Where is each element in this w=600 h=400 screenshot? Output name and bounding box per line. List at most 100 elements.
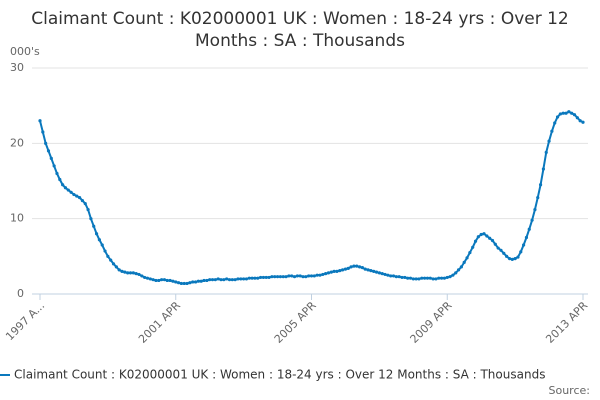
data-point bbox=[524, 235, 529, 240]
data-point bbox=[397, 275, 401, 279]
data-point bbox=[377, 271, 381, 275]
data-point bbox=[69, 190, 73, 194]
data-point bbox=[100, 243, 104, 247]
data-point bbox=[522, 243, 526, 247]
data-point bbox=[61, 183, 65, 187]
data-point bbox=[510, 257, 514, 261]
data-point bbox=[357, 265, 362, 269]
data-point bbox=[386, 273, 390, 277]
data-point bbox=[165, 278, 169, 283]
data-point bbox=[202, 278, 206, 283]
data-point bbox=[312, 274, 316, 278]
data-point bbox=[507, 256, 512, 261]
data-point bbox=[451, 273, 455, 277]
data-point bbox=[196, 279, 200, 283]
data-point bbox=[519, 250, 523, 254]
data-point bbox=[225, 277, 229, 281]
data-point bbox=[126, 271, 130, 275]
x-tick-label: 1997 A... bbox=[3, 299, 47, 343]
data-point bbox=[406, 276, 410, 280]
data-point bbox=[496, 246, 500, 250]
data-point bbox=[199, 279, 203, 283]
data-point bbox=[222, 278, 226, 282]
data-point bbox=[324, 272, 328, 276]
data-point bbox=[372, 269, 376, 273]
data-point bbox=[185, 281, 189, 286]
data-point bbox=[570, 111, 574, 115]
data-point bbox=[468, 250, 472, 255]
data-point bbox=[264, 275, 268, 280]
data-point bbox=[536, 195, 540, 200]
data-point bbox=[58, 177, 62, 182]
data-point bbox=[352, 264, 356, 268]
data-point bbox=[394, 275, 398, 279]
data-point bbox=[287, 274, 291, 278]
data-point bbox=[38, 119, 42, 123]
y-tick-label: 0 bbox=[17, 287, 24, 300]
data-point bbox=[439, 276, 444, 280]
data-point bbox=[553, 121, 557, 125]
data-point bbox=[349, 265, 353, 269]
data-point bbox=[106, 254, 110, 258]
data-point bbox=[374, 270, 379, 274]
data-point bbox=[360, 266, 365, 270]
data-point bbox=[123, 270, 127, 274]
data-point bbox=[216, 277, 220, 281]
data-point bbox=[547, 139, 551, 143]
data-point bbox=[482, 232, 486, 236]
data-point bbox=[550, 129, 554, 133]
data-point bbox=[111, 262, 116, 266]
data-point bbox=[89, 217, 93, 221]
data-point bbox=[538, 183, 543, 187]
data-point bbox=[244, 277, 249, 281]
data-point bbox=[499, 248, 503, 252]
data-point bbox=[434, 277, 438, 281]
data-point bbox=[456, 268, 461, 272]
data-point bbox=[411, 277, 415, 281]
data-point bbox=[75, 194, 79, 198]
data-point bbox=[564, 111, 568, 115]
data-point bbox=[80, 198, 85, 203]
data-point bbox=[278, 275, 282, 279]
data-point bbox=[205, 278, 209, 283]
data-point bbox=[188, 281, 192, 285]
data-point bbox=[578, 119, 582, 123]
data-point bbox=[465, 256, 469, 260]
data-point bbox=[253, 276, 257, 280]
data-point bbox=[530, 218, 534, 222]
data-point bbox=[213, 278, 217, 282]
data-point bbox=[137, 272, 141, 277]
data-point bbox=[533, 208, 537, 212]
data-point bbox=[83, 202, 87, 206]
data-point bbox=[391, 274, 396, 278]
data-point bbox=[157, 278, 161, 283]
data-point bbox=[109, 258, 113, 262]
data-point bbox=[335, 269, 339, 273]
data-point bbox=[389, 274, 393, 278]
data-point bbox=[230, 278, 234, 282]
data-point bbox=[488, 236, 492, 240]
data-point bbox=[321, 272, 325, 277]
data-point bbox=[366, 268, 370, 272]
data-point bbox=[442, 276, 447, 280]
data-point bbox=[502, 251, 506, 255]
data-point bbox=[179, 281, 184, 286]
data-point bbox=[168, 278, 172, 283]
data-point bbox=[414, 277, 418, 281]
data-point bbox=[437, 276, 441, 280]
data-point bbox=[561, 111, 565, 115]
data-point bbox=[154, 278, 158, 283]
data-point bbox=[46, 149, 51, 153]
data-point bbox=[145, 276, 150, 280]
data-point bbox=[326, 271, 331, 275]
data-point bbox=[479, 232, 483, 237]
data-point bbox=[219, 278, 223, 282]
data-point bbox=[193, 280, 198, 284]
data-point bbox=[493, 242, 497, 246]
data-point bbox=[567, 110, 571, 114]
data-point bbox=[120, 269, 124, 273]
series-line bbox=[39, 110, 584, 285]
data-point bbox=[227, 278, 232, 282]
data-point bbox=[41, 130, 45, 134]
data-point bbox=[448, 275, 452, 279]
